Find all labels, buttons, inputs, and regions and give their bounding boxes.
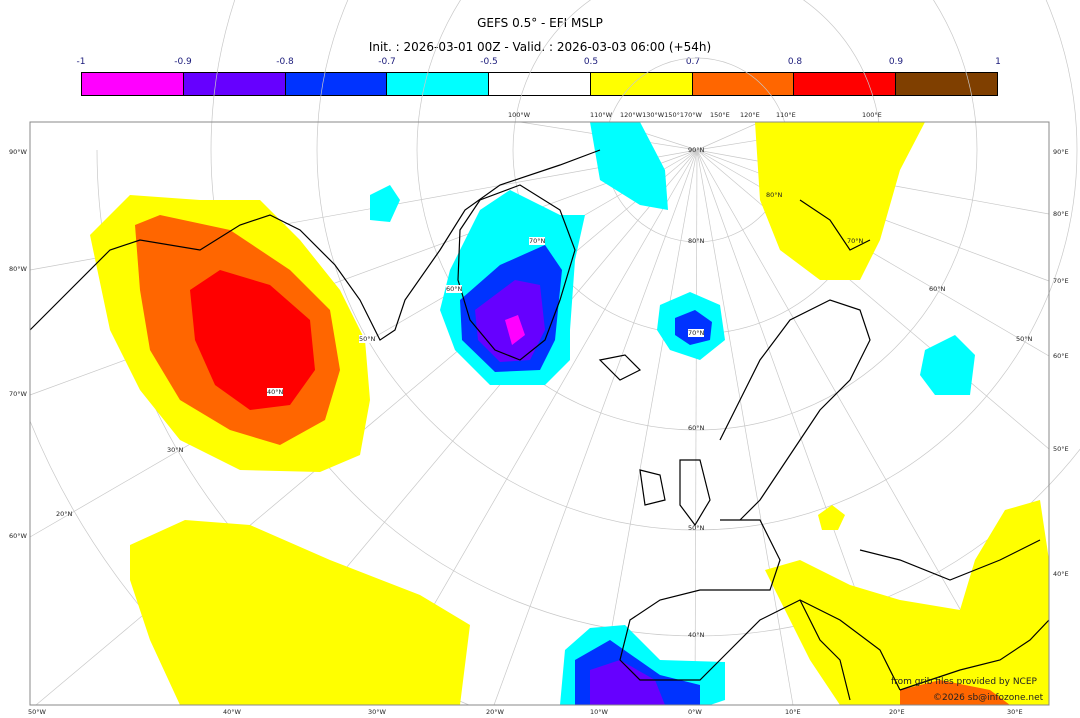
efi-region-positive-mid-atlantic	[130, 520, 470, 705]
bottom-label: 10°W	[590, 708, 608, 716]
efi-region-0.7-east	[900, 680, 1010, 705]
right-label: 50°E	[1053, 445, 1069, 453]
efi-region-positive-balkans	[765, 500, 1049, 705]
top-label: 150°E	[710, 111, 730, 119]
colorbar-swatch	[387, 73, 490, 95]
chart-subtitle: Init. : 2026-03-01 00Z - Valid. : 2026-0…	[368, 40, 712, 54]
bottom-label: 30°E	[1007, 708, 1023, 716]
top-label: 120°E	[740, 111, 760, 119]
right-label: 60°E	[1053, 352, 1069, 360]
colorbar-swatch	[590, 73, 693, 95]
graticule	[29, 0, 1080, 706]
colorbar-label: -0.9	[174, 57, 192, 67]
colorbar-swatch	[285, 73, 388, 95]
bottom-label: 50°W	[28, 708, 46, 716]
colorbar-label: -0.5	[480, 57, 498, 67]
top-label: 120°W130°W150°170°W	[620, 111, 702, 119]
colorbar-label: -1	[76, 57, 86, 67]
lat-label: 70°N	[529, 237, 546, 245]
lat-label: 40°N	[688, 631, 705, 639]
lat-label: 40°N	[267, 388, 284, 396]
colorbar-label: 0.7	[685, 57, 701, 67]
efi-region-negative-arctic	[590, 122, 668, 210]
lat-label: 80°N	[766, 191, 783, 199]
lat-label: 80°N	[688, 237, 705, 245]
lat-label: 30°N	[167, 446, 184, 454]
top-label: 110°E	[776, 111, 796, 119]
efi-region-negative-russia	[920, 335, 975, 395]
top-label: 110°W	[590, 111, 613, 119]
copyright-credit: ©2026 sb@infozone.net	[933, 693, 1044, 703]
coastlines	[29, 149, 1050, 701]
bottom-label: 20°E	[889, 708, 905, 716]
efi-region-negative-canada	[370, 185, 400, 222]
bottom-label: 30°W	[368, 708, 386, 716]
efi-region-positive-arctic	[755, 122, 925, 280]
lat-label: 60°N	[446, 285, 463, 293]
left-label: 70°W	[9, 390, 27, 398]
map-frame	[29, 121, 1050, 706]
colorbar-swatch	[489, 73, 591, 95]
efi-region-0.8	[190, 270, 315, 410]
lat-label: 50°N	[359, 335, 376, 343]
colorbar-swatch	[896, 73, 998, 95]
colorbar-swatch	[692, 73, 795, 95]
left-label: 80°W	[9, 265, 27, 273]
source-credit: from grib files provided by NCEP	[891, 677, 1037, 687]
top-label: 100°E	[862, 111, 882, 119]
lat-label: 50°N	[1016, 335, 1033, 343]
bottom-label: 0°W	[688, 708, 702, 716]
right-label: 70°E	[1053, 277, 1069, 285]
bottom-label: 20°W	[486, 708, 504, 716]
bottom-label: 10°E	[785, 708, 801, 716]
lat-label: 60°N	[688, 424, 705, 432]
lat-label: 20°N	[56, 510, 73, 518]
chart-title: GEFS 0.5° - EFI MSLP	[477, 16, 603, 30]
lat-label: 60°N	[929, 285, 946, 293]
top-label: 100°W	[508, 111, 531, 119]
efi-region-negative-iberia-0.9	[590, 660, 665, 705]
right-label: 40°E	[1053, 570, 1069, 578]
colorbar-label: 1	[995, 57, 1001, 67]
efi-region-positive-alps	[818, 505, 845, 530]
colorbar-label: 0.5	[583, 57, 599, 67]
right-label: 80°E	[1053, 210, 1069, 218]
lat-label: 70°N	[688, 329, 705, 337]
efi-region-negative-greenland-1	[505, 315, 525, 345]
right-label: 90°E	[1053, 148, 1069, 156]
bottom-label: 40°W	[223, 708, 241, 716]
left-label: 60°W	[9, 532, 27, 540]
colorbar-label: -0.8	[276, 57, 294, 67]
colorbar-label: 0.8	[787, 57, 803, 67]
colorbar-label: -0.7	[378, 57, 396, 67]
colorbar	[81, 72, 998, 96]
colorbar-swatch	[82, 73, 184, 95]
lat-label: 70°N	[847, 237, 864, 245]
lat-label: 50°N	[688, 524, 705, 532]
lat-label: 90°N	[688, 146, 705, 154]
colorbar-label: 0.9	[888, 57, 904, 67]
efi-shading	[90, 122, 1049, 705]
colorbar-swatch	[183, 73, 286, 95]
left-label: 90°W	[9, 148, 27, 156]
